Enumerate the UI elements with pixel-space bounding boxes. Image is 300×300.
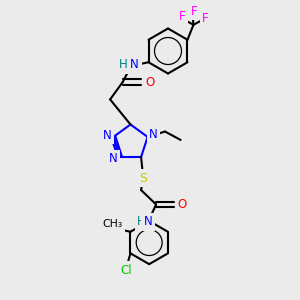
Text: S: S xyxy=(139,172,147,184)
Text: N: N xyxy=(102,129,111,142)
Text: F: F xyxy=(191,5,197,18)
Text: N: N xyxy=(144,215,153,228)
Text: Cl: Cl xyxy=(120,264,132,277)
Text: N: N xyxy=(130,58,139,71)
Text: O: O xyxy=(146,76,155,88)
Text: H: H xyxy=(119,58,128,71)
Text: F: F xyxy=(202,12,209,25)
Text: N: N xyxy=(109,152,118,165)
Text: N: N xyxy=(149,128,158,141)
Text: CH₃: CH₃ xyxy=(102,219,122,229)
Text: F: F xyxy=(179,10,186,23)
Text: H: H xyxy=(137,215,146,228)
Text: O: O xyxy=(178,198,187,211)
